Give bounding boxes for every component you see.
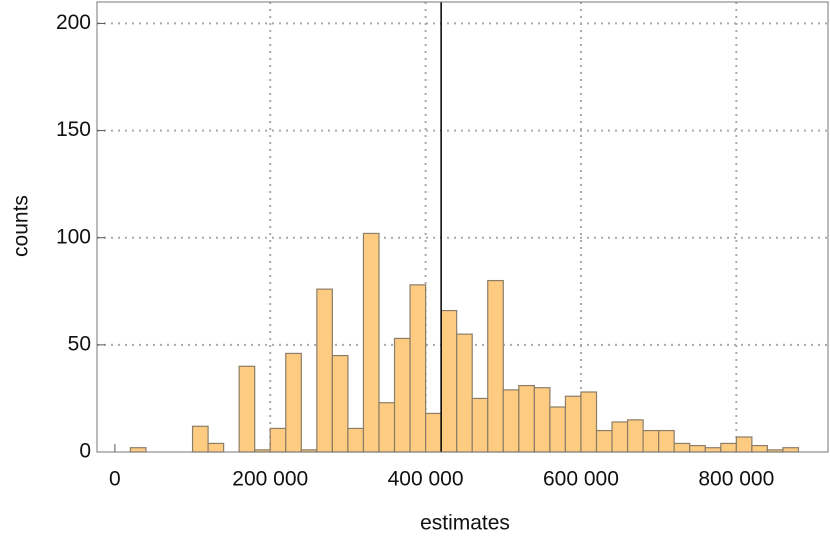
bar (689, 444, 706, 453)
bar (331, 354, 349, 453)
bar (471, 397, 489, 453)
bar (207, 442, 225, 453)
bar (129, 447, 147, 453)
bar (347, 427, 365, 453)
bar (720, 442, 737, 453)
x-tick-label: 400 000 (388, 468, 464, 491)
x-tick-label: 800 000 (698, 468, 774, 491)
y-tick-label: 150 (56, 118, 91, 141)
bar (440, 309, 458, 453)
bar (533, 387, 551, 453)
y-axis-label: counts (10, 195, 33, 257)
x-axis-label: estimates (420, 512, 510, 535)
bar (642, 429, 660, 453)
y-tick-label: 0 (79, 440, 91, 463)
bar (658, 429, 675, 453)
x-tick-label: 0 (109, 468, 121, 491)
bar (456, 333, 473, 453)
bar (673, 442, 691, 453)
bar (362, 232, 380, 453)
bar (316, 288, 333, 453)
y-tick-label: 50 (68, 332, 91, 355)
y-tick-label: 100 (56, 225, 91, 248)
bar (502, 389, 520, 453)
bar (611, 421, 629, 453)
x-tick-label: 600 000 (543, 468, 619, 491)
bar (409, 284, 427, 453)
bar (238, 365, 256, 453)
bar (580, 391, 598, 453)
bar (564, 395, 582, 453)
bar (751, 444, 769, 453)
plot-frame (96, 1, 829, 453)
bar (549, 406, 567, 453)
bar (518, 384, 535, 453)
bar (626, 419, 644, 453)
bar (595, 429, 613, 453)
bar (782, 447, 800, 453)
bar (425, 412, 442, 453)
bar (378, 402, 396, 453)
bar (487, 279, 504, 453)
bar (285, 352, 302, 453)
y-tick-label: 200 (56, 11, 91, 34)
bar (393, 337, 411, 453)
bar (191, 425, 209, 453)
x-tick-label: 200 000 (232, 468, 308, 491)
bar (704, 447, 722, 453)
bar (735, 436, 753, 453)
bar (269, 427, 287, 453)
